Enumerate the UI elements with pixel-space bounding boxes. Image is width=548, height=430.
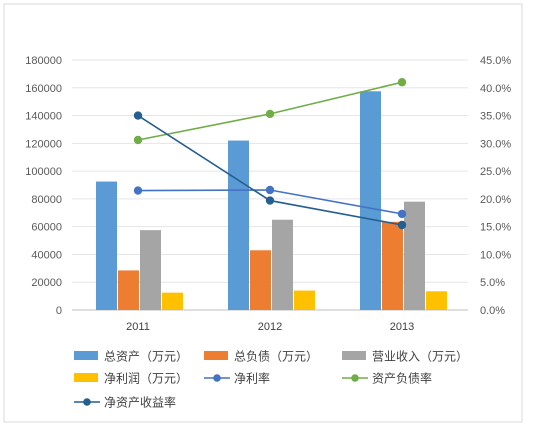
left-tick-label: 20000: [31, 277, 62, 289]
right-tick-label: 30.0%: [480, 138, 511, 150]
right-tick-label: 40.0%: [480, 83, 511, 95]
bar: [162, 292, 183, 310]
right-tick-label: 15.0%: [480, 222, 511, 234]
left-tick-label: 140000: [25, 111, 62, 123]
legend-label: 营业收入（万元）: [372, 350, 468, 364]
legend-label: 净利润（万元）: [104, 372, 188, 386]
left-tick-label: 180000: [25, 55, 62, 67]
left-tick-label: 120000: [25, 138, 62, 150]
left-tick-label: 0: [56, 305, 62, 317]
category-label: 2012: [258, 321, 282, 333]
legend-item: 总资产（万元）: [74, 350, 188, 364]
legend-swatch: [342, 351, 366, 360]
bar: [426, 291, 447, 310]
left-tick-label: 80000: [31, 194, 62, 206]
right-tick-label: 5.0%: [480, 277, 505, 289]
left-tick-label: 40000: [31, 249, 62, 261]
legend-label: 净利率: [234, 371, 270, 386]
legend-swatch-marker: [83, 398, 91, 406]
line-point: [133, 135, 143, 145]
line-point: [265, 185, 275, 195]
line-point: [265, 196, 275, 205]
bar: [404, 201, 425, 310]
bar: [360, 91, 381, 310]
legend-label: 总负债（万元）: [234, 350, 318, 364]
left-tick-label: 100000: [25, 166, 62, 178]
right-tick-label: 10.0%: [480, 249, 511, 261]
category-labels: 2011 2012 2013: [126, 321, 414, 333]
legend-item: 营业收入（万元）: [342, 350, 468, 364]
right-tick-label: 20.0%: [480, 194, 511, 206]
legend-item: 总负债（万元）: [204, 350, 318, 364]
left-tick-label: 60000: [31, 222, 62, 234]
legend-item: 净利润（万元）: [74, 372, 188, 386]
left-tick-label: 160000: [25, 83, 62, 95]
legend-swatch-marker: [213, 374, 221, 382]
right-tick-label: 45.0%: [480, 55, 511, 67]
bar: [294, 290, 315, 310]
bar: [382, 221, 403, 310]
bar: [140, 230, 161, 310]
bar: [118, 270, 139, 310]
legend-item: 资产负债率: [342, 371, 432, 386]
right-tick-label: 25.0%: [480, 166, 511, 178]
legend-label: 净资产收益率: [104, 395, 176, 410]
left-axis-ticks: 0 20000 40000 60000 80000 100000 120000 140000 1…: [25, 55, 62, 317]
bar-marks: [96, 91, 447, 310]
legend-swatch-marker: [351, 374, 359, 382]
line-point: [397, 209, 407, 219]
legend-item: 净利率: [204, 371, 270, 386]
bar: [272, 219, 293, 310]
bar: [228, 140, 249, 310]
legend-label: 总资产（万元）: [104, 350, 188, 364]
legend-swatch: [74, 373, 98, 382]
legend-swatch: [74, 351, 98, 360]
bar: [96, 181, 117, 310]
legend: 总资产（万元） 总负债（万元） 营业收入（万元） 净利润（万元） 净利率 资产负债率净资产…: [74, 350, 468, 410]
line-point: [265, 109, 275, 119]
bar: [250, 250, 271, 310]
right-tick-label: 35.0%: [480, 111, 511, 123]
line-point: [133, 186, 143, 195]
line-point: [397, 220, 407, 230]
category-label: 2011: [126, 321, 150, 333]
legend-swatch: [204, 351, 228, 360]
line-point: [133, 111, 143, 120]
right-axis-ticks: 0.0% 5.0% 10.0% 15.0% 20.0% 25.0% 30.0% 35.0% 40…: [480, 55, 511, 317]
line-point: [397, 78, 407, 87]
category-label: 2013: [390, 321, 414, 333]
legend-item: 净资产收益率: [74, 395, 176, 410]
legend-label: 资产负债率: [372, 371, 432, 386]
right-tick-label: 0.0%: [480, 305, 505, 317]
line-marks: [133, 78, 407, 230]
